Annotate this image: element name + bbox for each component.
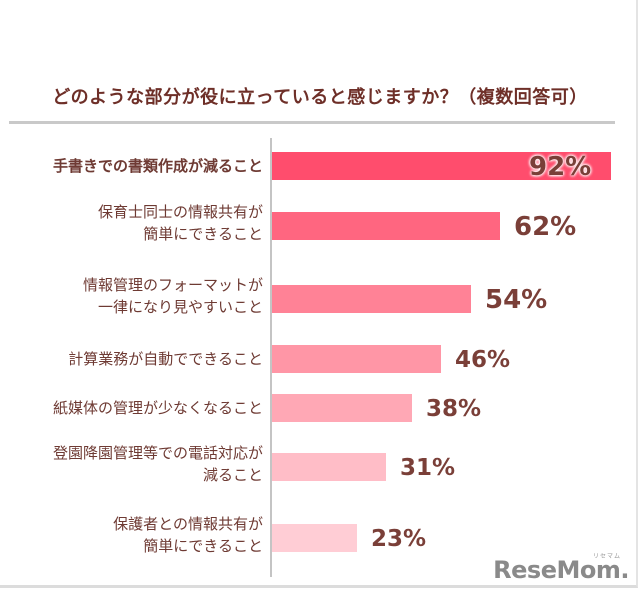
category-label-line1: 手書きでの書類作成が減ること bbox=[52, 157, 263, 175]
bar bbox=[272, 345, 441, 373]
bar bbox=[272, 453, 386, 481]
category-label: 登園降園管理等での電話対応が減ること bbox=[53, 442, 263, 486]
watermark-ruby: リセマム bbox=[592, 553, 621, 560]
category-label-line2: 減ること bbox=[202, 466, 263, 484]
category-label-line2: 簡単にできること bbox=[143, 537, 263, 555]
bar bbox=[272, 212, 500, 240]
value-label: 46% bbox=[455, 347, 511, 373]
value-label: 38% bbox=[426, 396, 482, 422]
value-label: 62% bbox=[514, 212, 577, 242]
value-label: 92% bbox=[529, 152, 592, 182]
resemom-logo: ReseMom. bbox=[493, 556, 629, 584]
category-label-line1: 情報管理のフォーマットが bbox=[82, 276, 263, 294]
category-label: 保育士同士の情報共有が簡単にできること bbox=[98, 201, 263, 245]
category-label: 手書きでの書類作成が減ること bbox=[53, 155, 263, 177]
value-label: 54% bbox=[485, 285, 548, 315]
bar bbox=[272, 285, 471, 313]
bar bbox=[272, 152, 611, 180]
category-label-line2: 簡単にできること bbox=[143, 225, 263, 243]
category-label-line1: 計算業務が自動でできること bbox=[68, 350, 263, 368]
y-axis-line bbox=[270, 138, 272, 577]
chart-title: どのような部分が役に立っていると感じますか？（複数回答可） bbox=[52, 87, 588, 108]
category-label-line1: 保育士同士の情報共有が bbox=[97, 203, 263, 221]
category-label-line1: 保護者との情報共有が bbox=[113, 515, 263, 533]
category-label: 計算業務が自動でできること bbox=[68, 348, 263, 370]
bar bbox=[272, 524, 357, 552]
category-label-line1: 登園降園管理等での電話対応が bbox=[52, 444, 263, 462]
category-label: 情報管理のフォーマットが一律になり見やすいこと bbox=[83, 274, 263, 318]
category-label: 紙媒体の管理が少なくなること bbox=[53, 397, 263, 419]
category-label: 保護者との情報共有が簡単にできること bbox=[113, 513, 263, 557]
title-divider bbox=[9, 121, 615, 124]
category-label-line2: 一律になり見やすいこと bbox=[97, 298, 263, 316]
value-label: 23% bbox=[371, 526, 427, 552]
category-label-line1: 紙媒体の管理が少なくなること bbox=[52, 399, 263, 417]
bar bbox=[272, 394, 412, 422]
value-label: 31% bbox=[400, 455, 456, 481]
